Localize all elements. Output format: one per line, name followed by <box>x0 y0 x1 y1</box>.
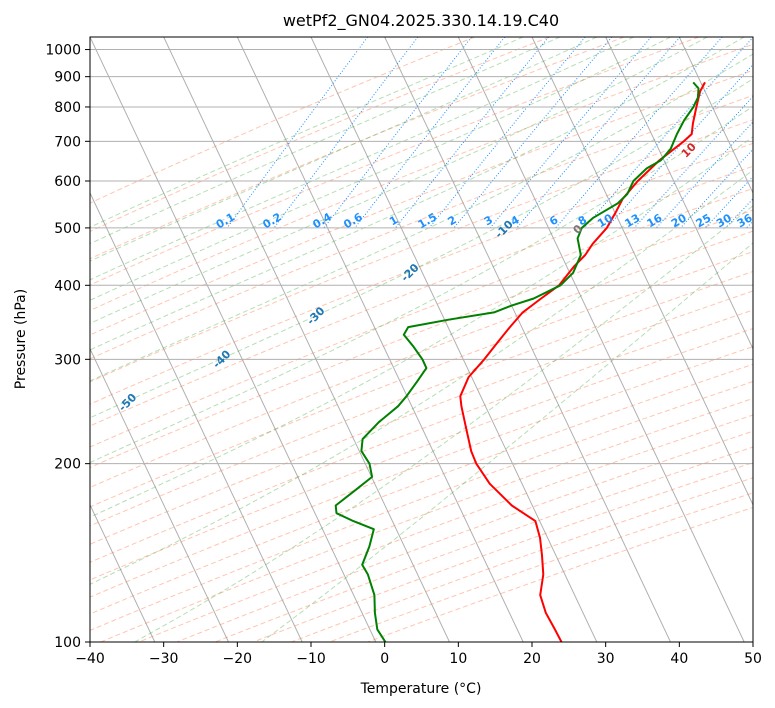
moist-adiabat-line <box>90 169 753 585</box>
dry-adiabat-line <box>90 37 699 286</box>
dewpoint-profile-line <box>334 81 700 642</box>
dry-adiabat-line <box>100 397 753 642</box>
mixing-ratio-line <box>395 37 549 229</box>
moist-adiabat-line <box>90 37 708 324</box>
y-axis-label: Pressure (hPa) <box>13 289 29 389</box>
mixing-ratio-line <box>226 37 369 229</box>
mixing-ratio-line <box>323 37 472 229</box>
moist-adiabat-line <box>90 37 524 228</box>
plot-frame <box>89 36 754 643</box>
moist-adiabat-line <box>90 37 634 281</box>
x-tick-label: −30 <box>149 651 179 667</box>
y-tick-label: 800 <box>54 100 81 116</box>
isotherm-line <box>605 37 753 350</box>
dry-adiabat-line <box>138 414 753 642</box>
dry-adiabat-line <box>90 346 753 598</box>
y-tick-label: 500 <box>54 221 81 237</box>
dry-adiabat-line <box>90 251 753 508</box>
axes: −40 −30 −20 −10 0 10 20 30 40 50 100 200 300 400 500 60… <box>45 43 762 667</box>
dry-adiabat-line <box>90 327 753 581</box>
mixing-ratio-line <box>453 37 613 229</box>
x-tick-label: −40 <box>75 651 105 667</box>
isotherm-line <box>531 37 753 506</box>
y-tick-label: 600 <box>54 174 81 190</box>
x-tick-label: 40 <box>670 651 688 667</box>
dry-adiabat-line <box>90 69 753 336</box>
x-tick-label: −20 <box>223 651 253 667</box>
x-tick-label: 20 <box>523 651 541 667</box>
dry-adiabat-line <box>90 165 753 427</box>
dry-adiabat-line <box>214 446 753 642</box>
y-tick-label: 200 <box>54 457 81 473</box>
mixing-ratio-line <box>606 63 753 229</box>
isotherm-line <box>90 347 229 642</box>
moist-adiabat-line <box>90 136 753 518</box>
x-tick-label: −10 <box>296 651 326 667</box>
moist-adiabat-line <box>90 78 753 419</box>
moist-adiabat-line <box>261 242 753 642</box>
isotherm-line <box>90 503 156 642</box>
mixing-ratio-line <box>655 121 753 229</box>
y-tick-label: 400 <box>54 278 81 294</box>
moist-adiabat-line <box>134 205 753 642</box>
x-tick-label: 10 <box>449 651 467 667</box>
mixing-ratio-line <box>489 37 652 229</box>
y-tick-label: 900 <box>54 70 81 86</box>
dry-adiabat-line <box>90 94 753 360</box>
x-axis-label: Temperature (°C) <box>360 681 482 697</box>
isotherm-line <box>457 37 745 642</box>
isotherm-line <box>90 191 303 642</box>
isotherm-line <box>310 37 598 642</box>
y-tick-label: 700 <box>54 134 81 150</box>
x-tick-label: 0 <box>380 651 389 667</box>
y-tick-label: 300 <box>54 352 81 368</box>
moist-adiabat-line <box>90 105 753 464</box>
y-tick-label: 1000 <box>45 43 81 59</box>
isotherm-line <box>678 37 753 195</box>
dry-adiabat-line <box>90 37 550 233</box>
isotherm-line <box>90 37 377 642</box>
dry-adiabat-line <box>176 430 753 642</box>
dry-adiabat-line <box>90 119 753 383</box>
moist-adiabat-line <box>90 37 598 262</box>
dry-adiabat-line <box>90 290 753 545</box>
y-tick-label: 100 <box>54 635 81 651</box>
moist-adiabat-line <box>90 37 671 301</box>
dry-adiabat-line <box>90 37 475 204</box>
moist-adiabat-line <box>90 37 561 245</box>
x-tick-label: 30 <box>597 651 615 667</box>
moist-adiabat-line <box>90 37 745 351</box>
dry-adiabat-line <box>253 462 753 642</box>
mixing-ratio-label: 36 <box>735 211 755 230</box>
dry-adiabat-line <box>90 43 753 312</box>
plot-area <box>90 37 753 642</box>
mixing-ratio-line <box>354 37 506 229</box>
dry-adiabat-line <box>90 37 625 260</box>
chart-title: wetPf2_GN04.2025.330.14.19.C40 <box>283 11 559 31</box>
dry-adiabat-line <box>90 209 753 469</box>
dry-adiabat-line <box>367 506 753 642</box>
moist-adiabat-line <box>90 53 753 382</box>
isotherm-line <box>384 37 671 642</box>
mixing-ratio-line <box>428 37 586 229</box>
isotherm-line <box>163 37 450 642</box>
x-tick-label: 50 <box>744 651 762 667</box>
isotherm-line <box>236 37 524 642</box>
dry-adiabat-line <box>90 309 753 563</box>
